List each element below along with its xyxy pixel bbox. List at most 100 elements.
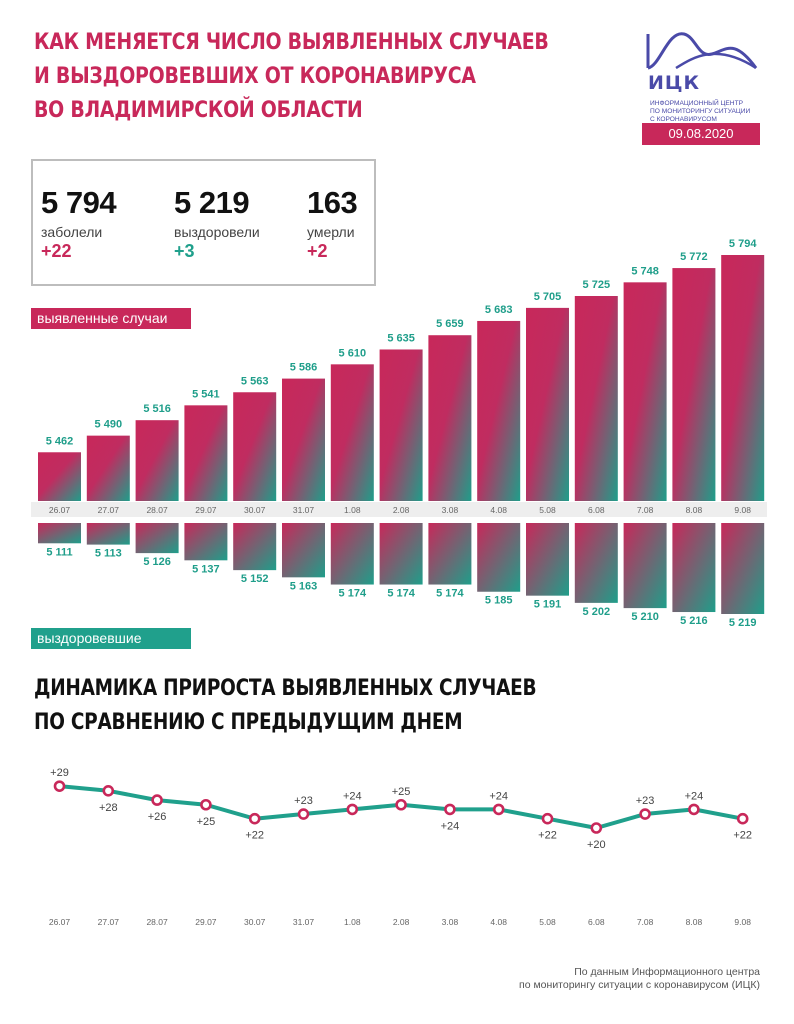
recovered-value-label: 5 111 — [46, 546, 72, 558]
cases-value-label: 5 794 — [729, 238, 757, 250]
recovered-value-label: 5 216 — [680, 615, 708, 627]
logo-subtitle: ИНФОРМАЦИОННЫЙ ЦЕНТР ПО МОНИТОРИНГУ СИТУ… — [650, 100, 751, 123]
recovered-value-label: 5 174 — [387, 588, 415, 600]
stats-box: 5 794 заболели +22 5 219 выздоровели +3 … — [31, 159, 376, 286]
x-tick-label: 1.08 — [344, 917, 361, 927]
x-tick-label: 1.08 — [344, 505, 361, 515]
stat-deaths: 163 умерли +2 — [307, 185, 358, 262]
logo: ИЦК ИНФОРМАЦИОННЫЙ ЦЕНТР ПО МОНИТОРИНГУ … — [640, 28, 760, 123]
legend-cases: выявленные случаи — [31, 308, 191, 329]
recovered-value-label: 5 126 — [143, 556, 171, 568]
cases-value-label: 5 586 — [290, 362, 318, 374]
cases-value-label: 5 541 — [192, 388, 220, 400]
cases-value-label: 5 462 — [46, 435, 74, 447]
source-footer: По данным Информационного центра по мони… — [519, 966, 760, 992]
x-tick-label: 30.07 — [244, 917, 266, 927]
recovered-value-label: 5 152 — [241, 573, 269, 585]
cases-bar — [526, 307, 569, 501]
growth-value-label: +25 — [392, 786, 411, 798]
growth-value-label: +28 — [99, 802, 118, 814]
growth-value-label: +22 — [245, 830, 264, 842]
growth-title-line-1: ДИНАМИКА ПРИРОСТА ВЫЯВЛЕННЫХ СЛУЧАЕВ — [34, 676, 537, 701]
growth-point — [688, 803, 700, 816]
growth-value-label: +25 — [197, 816, 216, 828]
title-line-2: И ВЫЗДОРОВЕВШИХ ОТ КОРОНАВИРУСА — [34, 64, 476, 89]
x-tick-label: 27.07 — [98, 917, 120, 927]
cases-value-label: 5 516 — [143, 403, 171, 415]
growth-value-label: +22 — [538, 830, 557, 842]
growth-value-label: +23 — [294, 795, 313, 807]
growth-line-chart: +29 26.07 +28 27.07 +26 28.07 +25 29.07 +22 30.07… — [49, 767, 752, 927]
cases-bar — [184, 405, 228, 501]
x-tick-label: 29.07 — [195, 917, 217, 927]
x-tick-label: 9.08 — [734, 917, 751, 927]
stat-infected: 5 794 заболели +22 — [41, 185, 117, 262]
growth-point — [200, 798, 212, 811]
cases-value-label: 5 683 — [485, 304, 513, 316]
growth-point — [639, 808, 651, 820]
recovered-bar — [477, 523, 521, 592]
growth-point — [444, 803, 456, 816]
cases-bar — [38, 452, 81, 501]
stat-deaths-label: умерли — [307, 224, 355, 240]
cases-bar — [86, 435, 130, 501]
recovered-value-label: 5 210 — [631, 611, 659, 623]
cases-value-label: 5 490 — [95, 419, 123, 431]
recovered-bar — [428, 523, 472, 585]
x-tick-label: 9.08 — [734, 505, 751, 515]
x-tick-label: 3.08 — [442, 505, 459, 515]
growth-point — [492, 803, 505, 816]
growth-point — [736, 812, 749, 825]
recovered-bar — [86, 523, 130, 545]
x-tick-label: 5.08 — [539, 917, 556, 927]
recovered-bar — [379, 523, 423, 585]
cases-bar — [721, 255, 765, 501]
cases-value-label: 5 635 — [387, 332, 415, 344]
growth-point — [248, 812, 261, 825]
recovered-value-label: 5 219 — [729, 617, 757, 629]
x-tick-label: 7.08 — [637, 505, 654, 515]
cases-bar — [623, 282, 667, 501]
cases-value-label: 5 748 — [631, 265, 659, 277]
recovered-value-label: 5 174 — [436, 588, 464, 600]
cases-value-label: 5 610 — [339, 347, 367, 359]
stat-recovered-delta: +3 — [174, 241, 195, 261]
growth-value-label: +20 — [587, 839, 606, 851]
x-tick-label: 27.07 — [98, 505, 120, 515]
cases-bar-chart: 5 462 26.07 5 490 27.07 5 516 28.07 5 541 29.07… — [38, 238, 765, 515]
x-tick-label: 6.08 — [588, 505, 605, 515]
recovered-bar — [672, 523, 716, 613]
growth-chart-title: ДИНАМИКА ПРИРОСТА ВЫЯВЛЕННЫХ СЛУЧАЕВ ПО … — [34, 672, 537, 740]
x-tick-label: 8.08 — [686, 505, 703, 515]
x-tick-label: 4.08 — [490, 505, 507, 515]
recovered-value-label: 5 113 — [95, 548, 122, 560]
recovered-bar — [38, 523, 81, 544]
recovered-bar — [721, 523, 765, 614]
x-tick-label: 3.08 — [442, 917, 459, 927]
recovered-bar — [623, 523, 667, 609]
cases-bar — [135, 420, 179, 501]
stat-infected-label: заболели — [41, 224, 103, 240]
x-tick-label: 7.08 — [637, 917, 654, 927]
recovered-bar — [574, 523, 618, 603]
x-tick-label: 26.07 — [49, 917, 71, 927]
recovered-bar — [526, 523, 569, 596]
footer-line-1: По данным Информационного центра — [574, 966, 760, 978]
cases-bar — [672, 268, 716, 501]
x-tick-label: 30.07 — [244, 505, 266, 515]
x-tick-label: 31.07 — [293, 917, 315, 927]
recovered-bar — [233, 523, 277, 571]
recovered-value-label: 5 191 — [534, 599, 562, 611]
growth-point — [151, 794, 163, 806]
cases-bar — [477, 320, 521, 501]
stat-recovered-value: 5 219 — [174, 185, 250, 220]
cases-value-label: 5 705 — [534, 291, 562, 303]
recovered-bar — [330, 523, 374, 585]
x-tick-label: 4.08 — [490, 917, 507, 927]
x-tick-label: 29.07 — [195, 505, 217, 515]
x-tick-label: 26.07 — [49, 505, 71, 515]
recovered-bar — [282, 523, 325, 578]
growth-value-label: +29 — [50, 767, 69, 779]
growth-value-label: +23 — [636, 795, 655, 807]
